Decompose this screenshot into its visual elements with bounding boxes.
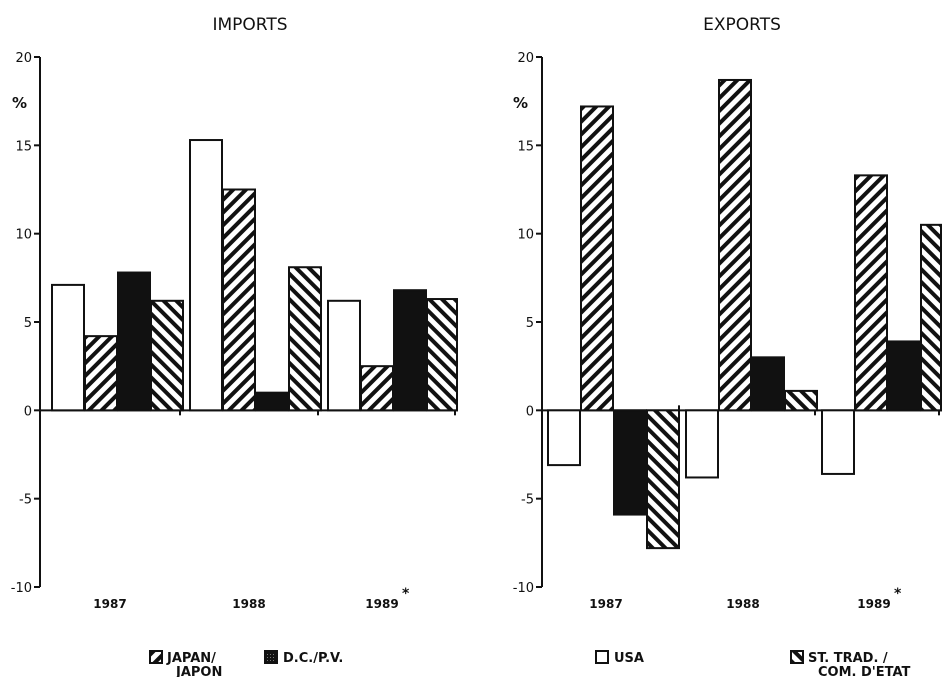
bar-hatch-right-1987: [84, 335, 118, 412]
bar-hatch-right-1989: [854, 174, 888, 412]
chart-title: IMPORTS: [212, 15, 287, 35]
bar-hatch-right-1989: [360, 365, 394, 412]
legend-swatch-usa: [595, 650, 609, 664]
x-tick-label: 1988: [232, 597, 265, 611]
exports-panel: EXPORTS% -10 -5 0 5 10 15 20 1987 1988 1989 *: [513, 15, 942, 611]
bar-solid-1987: [613, 409, 647, 516]
y-tick-label: -5: [19, 493, 32, 508]
bar-solid-1989: [887, 340, 921, 412]
chart-title: EXPORTS: [703, 15, 781, 35]
legend-label-japan-line1: JAPAN/: [166, 651, 216, 666]
legend: JAPAN/ JAPON D.C./P.V. USA ST. TRAD. / C…: [149, 650, 911, 680]
legend-item-japan: JAPAN/ JAPON: [149, 650, 222, 680]
legend-item-usa: USA: [595, 650, 644, 666]
y-tick-label: 10: [15, 228, 32, 243]
bar-solid-1989: [393, 289, 427, 412]
legend-label-dc: D.C./P.V.: [283, 651, 343, 666]
imports-panel: IMPORTS% -10 -5 0 5 10 15 20 1987 1988 1989 *: [11, 15, 458, 611]
bar-white-1987: [51, 283, 85, 412]
legend-label-usa: USA: [614, 651, 644, 666]
bar-solid-1987: [117, 271, 151, 412]
bar-white-1989: [327, 299, 361, 412]
bar-white-1988: [189, 139, 223, 412]
legend-label-japan-line2: JAPON: [175, 665, 222, 677]
bar-hatch-right-1988: [222, 188, 256, 412]
y-tick-label: 5: [24, 316, 32, 331]
x-tick-label: 1987: [589, 597, 622, 611]
bar-white-1989: [821, 409, 855, 475]
bar-white-1987: [547, 409, 581, 467]
bar-hatch-left-1987: [646, 409, 680, 550]
y-tick-label: 15: [517, 139, 534, 154]
y-tick-label: 15: [15, 139, 32, 154]
y-axis-label: %: [513, 94, 528, 112]
bar-hatch-left-1989: [426, 298, 458, 412]
legend-swatch-dc: [264, 650, 278, 664]
y-tick-label: -5: [521, 493, 534, 508]
legend-label-st-trad-line2: COM. D'ETAT: [818, 665, 911, 677]
bar-solid-1988: [255, 391, 289, 412]
y-tick-label: 20: [15, 51, 32, 66]
legend-item-st-trad: ST. TRAD. / COM. D'ETAT: [790, 650, 911, 680]
bar-solid-1988: [751, 356, 785, 412]
legend-swatch-japan: [149, 650, 163, 664]
bar-hatch-left-1988: [288, 266, 322, 412]
bar-hatch-right-1988: [718, 78, 752, 412]
y-tick-label: 20: [517, 51, 534, 66]
y-tick-label: 0: [526, 404, 534, 419]
bar-hatch-left-1987: [150, 299, 184, 412]
x-tick-label: 1987: [93, 597, 126, 611]
footnote-mark: *: [402, 586, 410, 602]
footnote-mark: *: [894, 586, 902, 602]
y-tick-label: 0: [24, 404, 32, 419]
bar-white-1988: [685, 409, 719, 479]
y-tick-label: 10: [517, 228, 534, 243]
bar-hatch-left-1988: [784, 389, 818, 412]
x-tick-label: 1989: [365, 597, 398, 611]
y-tick-label: 5: [526, 316, 534, 331]
legend-label-st-trad-line1: ST. TRAD. /: [808, 651, 888, 666]
legend-item-dc: D.C./P.V.: [264, 650, 343, 666]
x-tick-label: 1989: [857, 597, 890, 611]
x-tick-label: 1988: [726, 597, 759, 611]
y-tick-label: -10: [11, 581, 32, 596]
bar-hatch-right-1987: [580, 105, 614, 412]
bar-hatch-left-1989: [920, 223, 942, 412]
legend-swatch-st-trad: [790, 650, 804, 664]
y-axis-label: %: [12, 94, 27, 112]
y-tick-label: -10: [513, 581, 534, 596]
